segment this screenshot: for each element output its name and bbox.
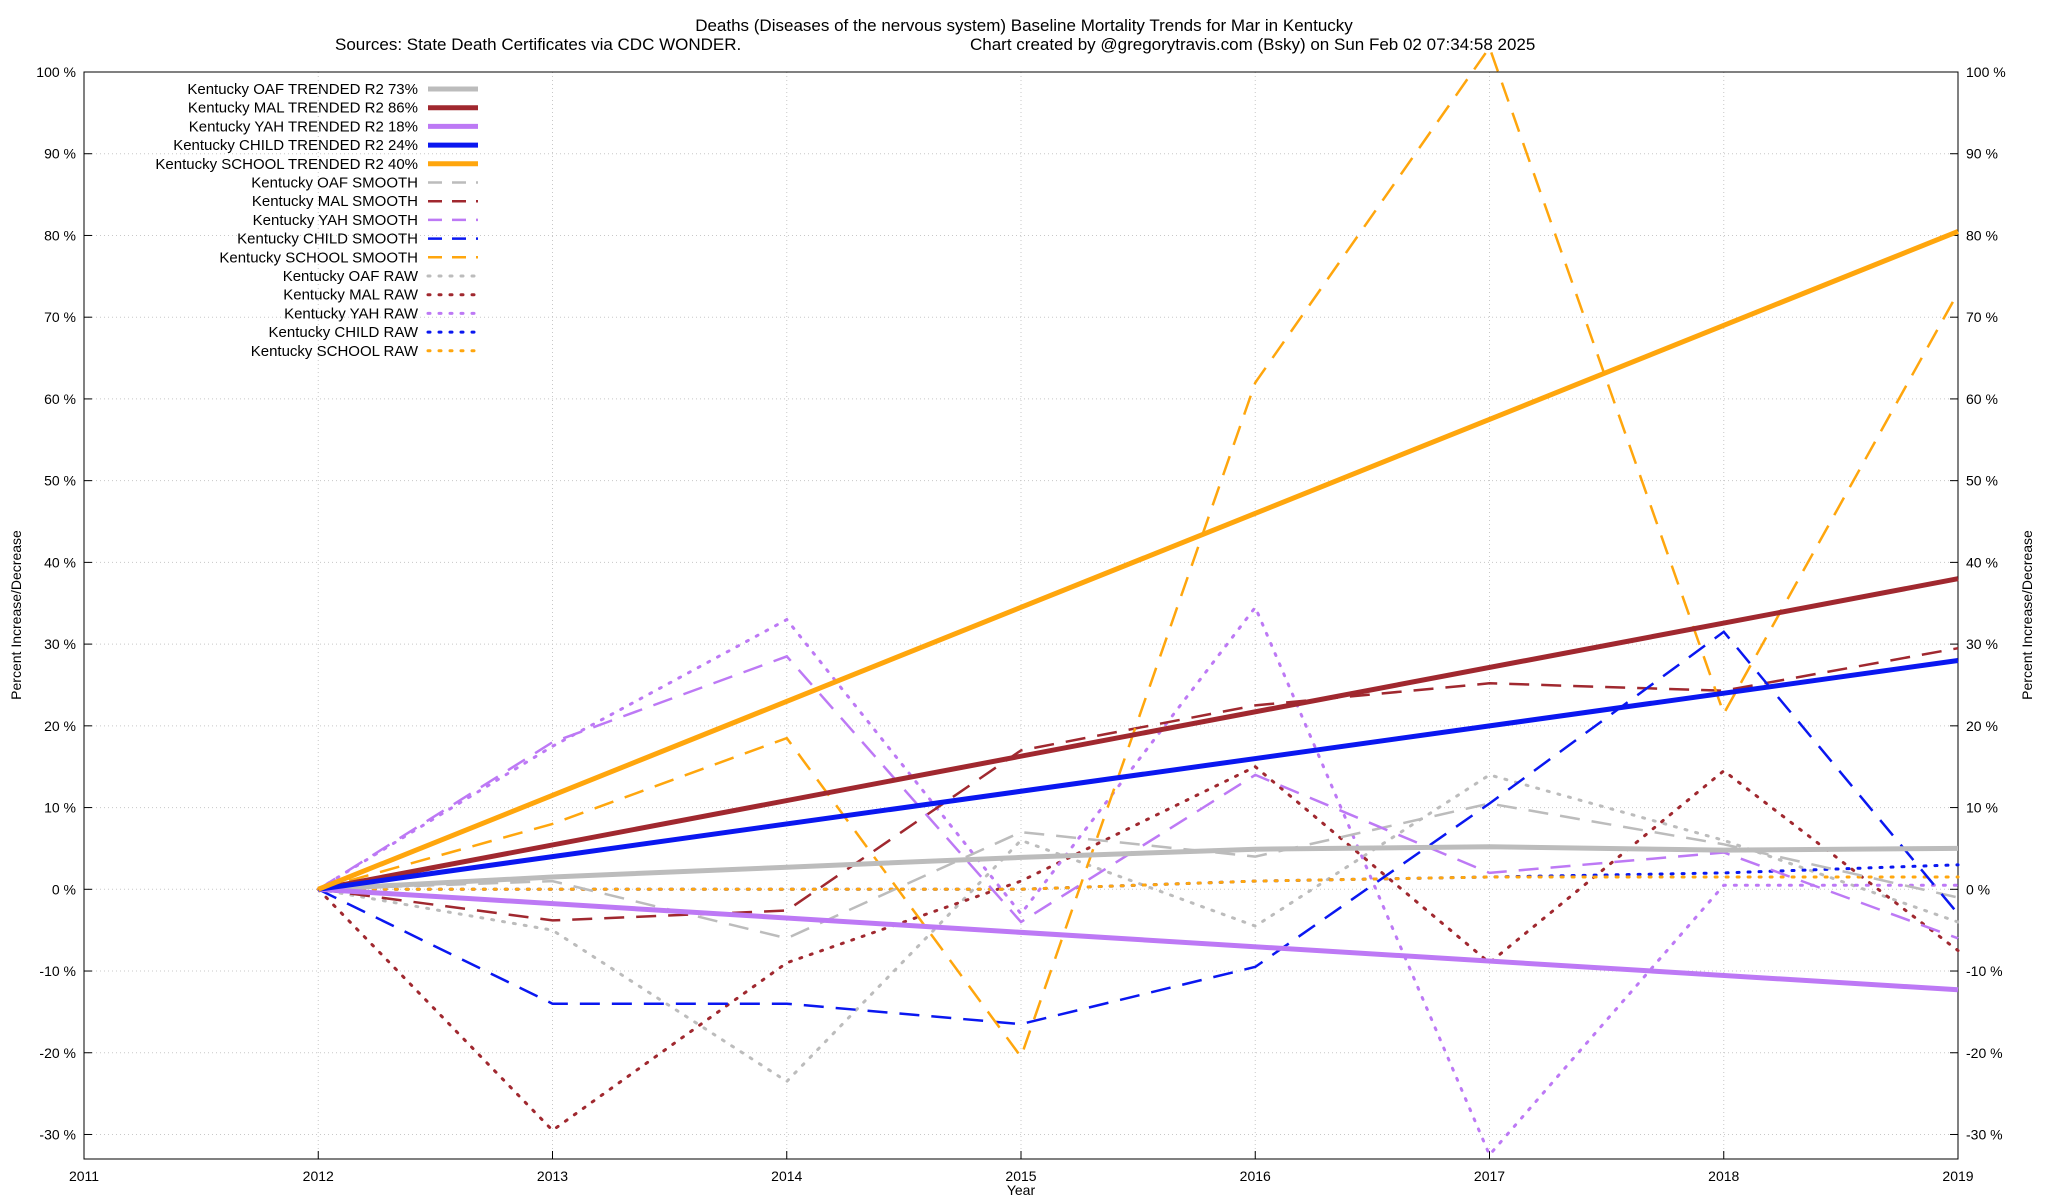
y-tick-label-left: -10 % bbox=[39, 963, 76, 979]
series-line-yah-smooth bbox=[317, 654, 1959, 940]
y-tick-label-left: 80 % bbox=[44, 227, 76, 243]
y-tick-label-left: 100 % bbox=[36, 64, 76, 80]
x-tick-label: 2019 bbox=[1942, 1168, 1973, 1184]
legend-label: Kentucky MAL TRENDED R2 86% bbox=[188, 100, 418, 117]
y-tick-label-left: 40 % bbox=[44, 554, 76, 570]
series-line-mal-trend bbox=[317, 576, 1959, 892]
y-tick-label-left: 50 % bbox=[44, 473, 76, 489]
chart-title: Deaths (Diseases of the nervous system) … bbox=[695, 16, 1353, 35]
series-line-school-trend bbox=[317, 229, 1959, 892]
x-tick-label: 2018 bbox=[1708, 1168, 1739, 1184]
legend-label: Kentucky OAF RAW bbox=[283, 268, 419, 285]
y-tick-label-left: 10 % bbox=[44, 800, 76, 816]
series-line-oaf-trend bbox=[318, 844, 1959, 892]
y-tick-label-right: 90 % bbox=[1966, 146, 1998, 162]
legend-label: Kentucky SCHOOL RAW bbox=[251, 343, 419, 360]
x-tick-label: 2011 bbox=[69, 1168, 99, 1184]
series-line-child-raw bbox=[316, 863, 1960, 891]
legend-label: Kentucky CHILD SMOOTH bbox=[237, 231, 418, 248]
series-line-oaf-raw bbox=[316, 773, 1960, 1084]
y-tick-label-right: 20 % bbox=[1966, 718, 1998, 734]
y-tick-label-right: 100 % bbox=[1966, 64, 2006, 80]
series-line-yah-raw bbox=[316, 604, 1960, 1158]
y-tick-label-right: 50 % bbox=[1966, 473, 1998, 489]
y-tick-label-left: 70 % bbox=[44, 309, 76, 325]
y-tick-label-left: -30 % bbox=[39, 1126, 76, 1142]
series-line-oaf-smooth bbox=[318, 802, 1959, 940]
legend-label: Kentucky YAH SMOOTH bbox=[253, 212, 418, 229]
axis-ticks: -30 % -30 % -20 % -20 % -10 % -10 % 0 % 0 % 10 %… bbox=[36, 64, 2005, 1184]
y-tick-label-right: -20 % bbox=[1966, 1045, 2003, 1061]
x-tick-label: 2016 bbox=[1240, 1168, 1271, 1184]
y-tick-label-left: 90 % bbox=[44, 146, 76, 162]
y-tick-label-left: 60 % bbox=[44, 391, 76, 407]
legend-label: Kentucky OAF TRENDED R2 73% bbox=[187, 81, 418, 98]
y-tick-label-right: 80 % bbox=[1966, 227, 1998, 243]
legend-label: Kentucky CHILD RAW bbox=[269, 324, 419, 341]
y-tick-label-right: -10 % bbox=[1966, 963, 2003, 979]
series-line-yah-trend bbox=[318, 886, 1959, 993]
legend-label: Kentucky SCHOOL TRENDED R2 40% bbox=[155, 156, 418, 173]
chart-subtitle-sources: Sources: State Death Certificates via CD… bbox=[335, 35, 741, 54]
x-tick-label: 2014 bbox=[771, 1168, 802, 1184]
x-tick-label: 2012 bbox=[303, 1168, 334, 1184]
chart-subtitle-credit: Chart created by @gregorytravis.com (Bsk… bbox=[970, 35, 1535, 54]
series-lines bbox=[316, 44, 1960, 1158]
x-tick-label: 2017 bbox=[1474, 1168, 1505, 1184]
y-tick-label-right: 10 % bbox=[1966, 800, 1998, 816]
legend-label: Kentucky SCHOOL SMOOTH bbox=[219, 249, 418, 266]
y-tick-label-right: 70 % bbox=[1966, 309, 1998, 325]
x-axis-label: Year bbox=[1007, 1182, 1036, 1198]
y-tick-label-right: 60 % bbox=[1966, 391, 1998, 407]
y-tick-label-left: 30 % bbox=[44, 636, 76, 652]
y-axis-label-left: Percent Increase/Decrease bbox=[8, 530, 24, 700]
series-line-school-raw bbox=[316, 875, 1960, 891]
legend: Kentucky OAF TRENDED R2 73% Kentucky MAL … bbox=[155, 81, 480, 360]
y-tick-label-right: 30 % bbox=[1966, 636, 1998, 652]
y-tick-label-right: 0 % bbox=[1966, 881, 1990, 897]
x-tick-label: 2013 bbox=[537, 1168, 568, 1184]
legend-label: Kentucky MAL SMOOTH bbox=[252, 193, 418, 210]
series-line-school-smooth bbox=[317, 44, 1960, 1060]
y-tick-label-left: 0 % bbox=[52, 881, 76, 897]
series-line-mal-smooth bbox=[318, 646, 1959, 922]
y-tick-label-left: 20 % bbox=[44, 718, 76, 734]
legend-label: Kentucky OAF SMOOTH bbox=[251, 175, 418, 192]
y-tick-label-right: 40 % bbox=[1966, 554, 1998, 570]
y-tick-label-right: -30 % bbox=[1966, 1126, 2003, 1142]
series-line-mal-raw bbox=[316, 764, 1960, 1133]
series-line-child-smooth bbox=[317, 630, 1959, 1026]
legend-label: Kentucky YAH RAW bbox=[284, 305, 419, 322]
legend-label: Kentucky MAL RAW bbox=[283, 287, 419, 304]
legend-label: Kentucky YAH TRENDED R2 18% bbox=[189, 118, 418, 135]
legend-label: Kentucky CHILD TRENDED R2 24% bbox=[173, 137, 418, 154]
series-line-child-trend bbox=[317, 658, 1959, 892]
x-tick-label: 2015 bbox=[1005, 1168, 1036, 1184]
y-axis-label-right: Percent Increase/Decrease bbox=[2019, 530, 2035, 700]
y-tick-label-left: -20 % bbox=[39, 1045, 76, 1061]
